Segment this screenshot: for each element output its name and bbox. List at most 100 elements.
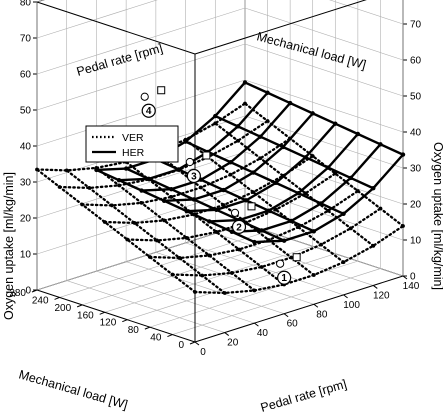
left-oxygen-tick: 0 <box>25 286 31 297</box>
right-oxygen-tick: 40 <box>410 128 422 139</box>
tick-mark <box>224 332 230 336</box>
ver-rpm-line <box>35 168 197 294</box>
her-node <box>94 167 99 173</box>
ver-node <box>355 189 360 193</box>
point-4-label: 4 <box>146 106 152 117</box>
bottom-mechanical-load-tick: 200 <box>54 303 71 314</box>
point-1-circle <box>277 270 292 285</box>
ver-node <box>237 247 241 252</box>
ver-node <box>222 291 227 295</box>
floor-grid-line <box>149 260 358 328</box>
point-1-square <box>292 253 301 262</box>
right-oxygen-tick: 0 <box>410 272 416 283</box>
her-node <box>310 111 315 116</box>
her-node <box>348 175 353 181</box>
ver-node <box>296 225 301 230</box>
bottom-mechanical-load-tick: 80 <box>128 325 140 336</box>
point-3-circle <box>186 168 201 184</box>
front-frame <box>31 0 408 346</box>
point-4-square <box>157 86 166 95</box>
her-node <box>235 124 241 129</box>
right-oxygen-tick: 60 <box>410 56 422 67</box>
bottom-mechanical-load-tick: 240 <box>32 295 49 306</box>
her-rpm-line <box>185 140 345 215</box>
ver-rpm-line <box>65 169 226 295</box>
ver-node <box>229 271 234 275</box>
right-oxygen-tick: 50 <box>410 92 422 103</box>
back-wall-grid-line <box>36 0 45 3</box>
her-node <box>258 134 263 139</box>
tick-mark <box>31 289 38 293</box>
ver-node <box>371 243 376 248</box>
her-node <box>161 198 167 204</box>
her-node <box>176 167 181 172</box>
ver-node <box>348 226 353 231</box>
floor-grid-line <box>155 252 314 305</box>
her-rpm-line <box>155 158 315 233</box>
side-wall-grid-line <box>244 187 404 241</box>
ver-node <box>289 255 294 260</box>
ver-node <box>35 167 39 172</box>
ver-node <box>341 260 346 265</box>
ver-node <box>303 191 308 196</box>
her-node <box>252 239 257 245</box>
numbered-points: 1 2 3 4 <box>140 86 301 285</box>
point-1-label: 1 <box>281 273 287 284</box>
her-node <box>318 201 324 206</box>
side-wall-grid-line <box>244 7 404 61</box>
ver-node <box>310 154 315 158</box>
point-3-label: 3 <box>191 172 197 183</box>
bottom-mechanical-load-tick: 40 <box>150 333 162 344</box>
her-node <box>281 238 287 243</box>
legend-her-label: HER <box>122 147 145 159</box>
right-oxygen-tick: 30 <box>410 164 422 175</box>
her-node <box>243 198 249 203</box>
point-3-open-circle <box>185 157 194 167</box>
left-oxygen-tick: 60 <box>20 70 32 81</box>
bottom-mechanical-load-tick: 120 <box>100 318 117 329</box>
her-load-line <box>164 112 314 203</box>
ver-node <box>117 183 121 188</box>
bottom-pedal-rate-tick: 20 <box>227 338 239 349</box>
ver-load-line <box>126 172 337 242</box>
bottom-pedal-rate-axis-title: Pedal rate [rpm] <box>259 377 348 415</box>
ver-node <box>87 186 92 190</box>
tick-labels: 0202040406060808010010012012014014000404… <box>9 0 421 358</box>
her-node <box>400 152 406 157</box>
her-node <box>139 188 144 193</box>
her-node <box>207 219 212 224</box>
side-wall-grid-line <box>244 43 404 97</box>
back-wall-grid-line <box>36 151 246 219</box>
her-node <box>183 139 188 144</box>
her-node <box>146 176 151 182</box>
her-node <box>242 80 248 85</box>
bottom-mechanical-load-axis-title: Mechanical load [W] <box>17 367 129 411</box>
ver-node <box>213 121 218 126</box>
left-oxygen-tick: 40 <box>20 142 32 153</box>
tick-mark <box>313 303 319 308</box>
her-node <box>184 208 189 214</box>
her-node <box>214 207 219 212</box>
tick-mark <box>76 304 83 308</box>
her-node <box>229 229 235 234</box>
her-node <box>265 90 270 95</box>
her-node <box>251 170 256 175</box>
right-oxygen-tick: 70 <box>410 20 422 31</box>
ver-node <box>235 138 240 143</box>
left-oxygen-tick: 80 <box>20 0 32 9</box>
box-edge <box>194 0 367 55</box>
tick-mark <box>122 319 128 323</box>
her-load-line <box>186 122 337 213</box>
tick-mark <box>254 322 259 327</box>
ver-node <box>139 201 144 205</box>
point-3-square <box>202 151 211 160</box>
her-rpm-line <box>244 81 404 156</box>
back-wall-grid-line <box>36 7 246 75</box>
her-node <box>221 187 226 193</box>
her-node <box>311 229 317 234</box>
her-load-line <box>209 133 359 223</box>
box-edge <box>36 289 196 343</box>
bottom-mechanical-load-tick: 160 <box>77 310 94 321</box>
ver-node <box>258 156 263 161</box>
